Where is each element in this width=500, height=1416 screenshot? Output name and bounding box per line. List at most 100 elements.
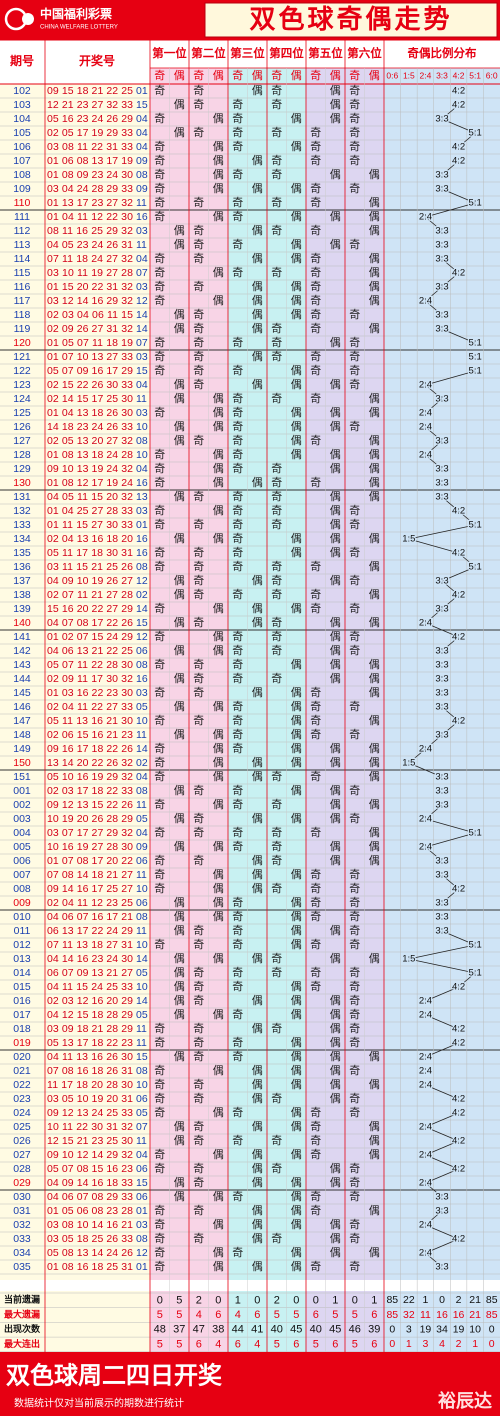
period: 016 [13, 995, 31, 1007]
ratio-link [441, 160, 459, 176]
parity-mark: 奇 [271, 952, 282, 965]
ratio-link [425, 398, 443, 414]
parity-mark: 偶 [330, 210, 341, 223]
parity-mark: 偶 [174, 728, 185, 741]
parity-mark: 奇 [349, 966, 360, 979]
blue-ball: 14 [136, 743, 148, 755]
period: 032 [13, 1219, 31, 1231]
parity-mark: 偶 [174, 420, 185, 433]
red-balls: 01 05 07 11 18 19 [47, 337, 133, 349]
ratio-mark: 2:4 [419, 1178, 432, 1189]
ratio-link [458, 972, 476, 988]
period: 119 [14, 323, 31, 335]
red-balls: 05 08 13 14 24 26 [47, 1247, 133, 1259]
parity-mark: 偶 [174, 812, 185, 825]
stat-label: 出现次数 [4, 1323, 41, 1334]
red-balls: 01 08 12 17 19 24 [47, 477, 133, 489]
parity-mark: 偶 [252, 1078, 263, 1091]
red-balls: 09 12 13 15 22 26 [47, 799, 133, 811]
parity-label: 偶 [252, 69, 263, 82]
parity-mark: 奇 [271, 322, 282, 335]
blue-ball: 04 [136, 827, 148, 839]
parity-mark: 奇 [271, 336, 282, 349]
parity-mark: 奇 [154, 826, 165, 839]
parity-mark: 奇 [349, 1022, 360, 1035]
parity-mark: 偶 [213, 630, 224, 643]
parity-mark: 奇 [154, 406, 165, 419]
red-balls: 02 14 15 17 25 30 [47, 393, 133, 405]
parity-mark: 偶 [252, 224, 263, 237]
ratio-mark: 3:3 [435, 492, 448, 503]
blue-ball: 14 [136, 323, 148, 335]
stat-value: 0 [215, 1294, 221, 1306]
parity-mark: 偶 [291, 896, 302, 909]
parity-mark: 偶 [330, 644, 341, 657]
period: 144 [13, 673, 31, 685]
parity-mark: 奇 [154, 1064, 165, 1077]
ratio-link [425, 804, 443, 820]
parity-mark: 偶 [213, 756, 224, 769]
ratio-mark: 4:2 [452, 100, 465, 111]
parity-mark: 奇 [271, 1232, 282, 1245]
parity-mark: 奇 [310, 1204, 321, 1217]
blue-ball: 02 [136, 757, 148, 769]
parity-mark: 偶 [369, 196, 380, 209]
parity-mark: 偶 [213, 462, 224, 475]
parity-mark: 奇 [232, 448, 243, 461]
period: 137 [13, 575, 31, 587]
period: 151 [13, 771, 31, 783]
parity-mark: 偶 [369, 798, 380, 811]
ratio-link [408, 762, 443, 778]
parity-mark: 奇 [310, 392, 321, 405]
blue-ball: 05 [136, 1009, 148, 1021]
blue-ball: 08 [136, 659, 148, 671]
parity-mark: 奇 [154, 518, 165, 531]
parity-mark: 奇 [271, 560, 282, 573]
blue-ball: 10 [136, 883, 148, 895]
stat-value: 4 [254, 1338, 260, 1350]
parity-mark: 奇 [193, 574, 204, 587]
blue-ball: 01 [136, 1261, 148, 1273]
red-balls: 01 13 17 23 27 32 [47, 197, 133, 209]
blue-ball: 01 [136, 1205, 148, 1217]
ratio-link [425, 216, 443, 232]
red-balls: 05 07 08 15 16 23 [47, 1163, 133, 1175]
blue-ball: 12 [136, 575, 148, 587]
period: 146 [13, 701, 31, 713]
parity-mark: 奇 [271, 224, 282, 237]
parity-mark: 偶 [174, 994, 185, 1007]
parity-mark: 奇 [193, 658, 204, 671]
parity-label: 奇 [310, 69, 321, 82]
parity-mark: 奇 [349, 420, 360, 433]
parity-mark: 偶 [213, 112, 224, 125]
ratio-link [408, 958, 476, 974]
parity-mark: 奇 [349, 980, 360, 993]
parity-mark: 奇 [310, 252, 321, 265]
parity-mark: 偶 [369, 448, 380, 461]
parity-mark: 奇 [271, 476, 282, 489]
parity-mark: 偶 [369, 714, 380, 727]
parity-mark: 奇 [154, 1106, 165, 1119]
parity-mark: 偶 [252, 812, 263, 825]
parity-mark: 偶 [369, 322, 380, 335]
ratio-mark: 3:3 [435, 730, 448, 741]
parity-mark: 奇 [310, 896, 321, 909]
stat-value: 0 [293, 1294, 299, 1306]
stat-value: 3 [423, 1338, 429, 1350]
ratio-link [441, 566, 476, 582]
parity-mark: 奇 [310, 1190, 321, 1203]
ratio-link [441, 118, 476, 134]
parity-mark: 偶 [291, 784, 302, 797]
parity-mark: 奇 [271, 672, 282, 685]
ratio-mark: 3:3 [435, 1206, 448, 1217]
period: 005 [13, 841, 31, 853]
ratio-mark: 2:4 [419, 296, 432, 307]
period: 031 [13, 1205, 31, 1217]
parity-mark: 奇 [349, 868, 360, 881]
parity-mark: 偶 [369, 616, 380, 629]
parity-mark: 奇 [271, 490, 282, 503]
ratio-link [425, 622, 459, 638]
ratio-link [425, 1042, 459, 1058]
period: 015 [13, 981, 31, 993]
parity-mark: 偶 [330, 1008, 341, 1021]
